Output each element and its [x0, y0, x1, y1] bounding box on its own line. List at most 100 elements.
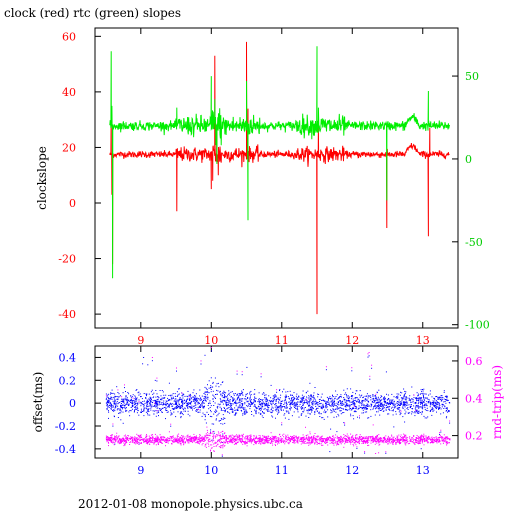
data-point — [160, 404, 161, 405]
data-point — [239, 393, 240, 394]
data-point — [406, 401, 407, 402]
data-point — [124, 406, 125, 407]
data-point — [214, 397, 215, 398]
data-point — [251, 394, 252, 395]
data-point — [403, 405, 404, 406]
series-clock-line — [110, 42, 450, 314]
y-tick-label-left: 0.4 — [59, 351, 77, 364]
data-point — [418, 395, 419, 396]
data-point — [159, 441, 160, 442]
data-point — [291, 400, 292, 401]
data-point — [310, 443, 311, 444]
data-point — [174, 409, 175, 410]
data-point — [146, 406, 147, 407]
data-point — [217, 408, 218, 409]
data-point — [316, 408, 317, 409]
data-point — [276, 411, 277, 412]
data-point — [327, 439, 328, 440]
data-point — [112, 424, 113, 425]
data-point — [377, 441, 378, 442]
data-point — [115, 439, 116, 440]
data-point — [213, 398, 214, 399]
data-point — [311, 395, 312, 396]
data-point — [189, 400, 190, 401]
data-point — [427, 405, 428, 406]
y-tick-label-left: -0.2 — [55, 420, 76, 433]
data-point — [211, 405, 212, 406]
data-point — [398, 440, 399, 441]
data-point — [360, 397, 361, 398]
data-point — [158, 399, 159, 400]
data-point — [214, 443, 215, 444]
data-point — [312, 401, 313, 402]
data-point — [273, 400, 274, 401]
data-point — [264, 413, 265, 414]
data-point — [112, 399, 113, 400]
data-point — [361, 436, 362, 437]
data-point — [232, 409, 233, 410]
data-point — [355, 444, 356, 445]
data-point — [123, 423, 124, 424]
data-point — [405, 391, 406, 392]
data-point — [358, 438, 359, 439]
data-point — [331, 412, 332, 413]
data-point — [188, 414, 189, 415]
data-point — [249, 404, 250, 405]
data-point — [420, 440, 421, 441]
data-point — [346, 442, 347, 443]
data-point — [338, 402, 339, 403]
data-point — [272, 443, 273, 444]
data-point — [276, 436, 277, 437]
data-point — [387, 439, 388, 440]
data-point — [179, 394, 180, 395]
data-point — [200, 441, 201, 442]
data-point — [285, 408, 286, 409]
data-point — [429, 438, 430, 439]
data-point — [427, 437, 428, 438]
data-point — [200, 404, 201, 405]
data-point — [322, 404, 323, 405]
data-point — [275, 445, 276, 446]
data-point — [274, 404, 275, 405]
data-point — [373, 424, 374, 425]
data-point — [385, 439, 386, 440]
data-point — [357, 401, 358, 402]
data-point — [376, 411, 377, 412]
data-point — [244, 403, 245, 404]
data-point — [237, 436, 238, 437]
data-point — [296, 399, 297, 400]
data-point — [409, 398, 410, 399]
data-point — [188, 402, 189, 403]
data-point — [427, 410, 428, 411]
data-point — [348, 400, 349, 401]
data-point — [249, 399, 250, 400]
data-point — [397, 397, 398, 398]
data-point — [228, 400, 229, 401]
data-point — [160, 402, 161, 403]
data-point — [302, 400, 303, 401]
data-point — [420, 442, 421, 443]
data-point — [378, 390, 379, 391]
data-point — [306, 443, 307, 444]
data-point — [375, 404, 376, 405]
data-point — [163, 395, 164, 396]
data-point — [107, 441, 108, 442]
data-point — [267, 440, 268, 441]
data-point — [349, 408, 350, 409]
data-point — [377, 439, 378, 440]
data-point — [277, 399, 278, 400]
data-point — [222, 434, 223, 435]
data-point — [407, 439, 408, 440]
data-point — [192, 442, 193, 443]
data-point — [400, 395, 401, 396]
data-point — [304, 403, 305, 404]
data-point — [161, 409, 162, 410]
data-point — [304, 396, 305, 397]
data-point — [444, 390, 445, 391]
data-point — [437, 404, 438, 405]
data-point — [435, 439, 436, 440]
data-point — [210, 416, 211, 417]
data-point — [336, 405, 337, 406]
data-point — [259, 406, 260, 407]
